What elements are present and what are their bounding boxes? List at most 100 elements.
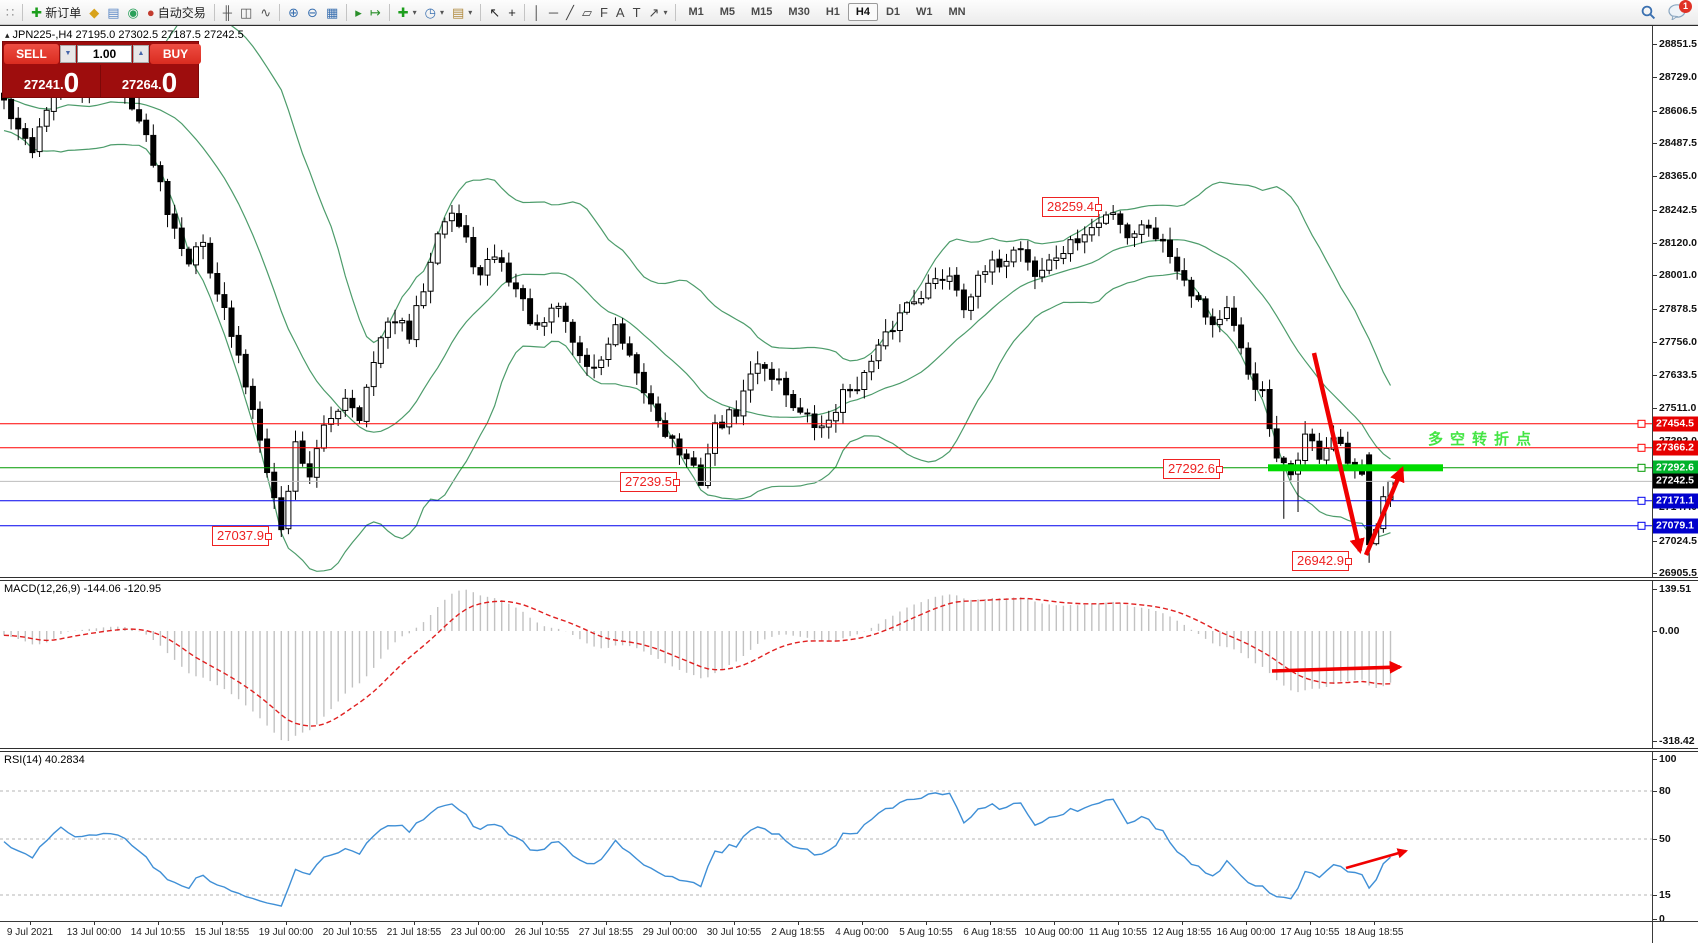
- time-axis-label: 27 Jul 18:55: [578, 927, 634, 938]
- volume-decrease-button[interactable]: ▼: [60, 45, 76, 63]
- ask-price: 27264. 0: [121, 67, 178, 98]
- text-icon[interactable]: A: [612, 3, 629, 22]
- macd-axis[interactable]: 139.51 0.00 -318.42: [1652, 581, 1698, 748]
- price-annotation-label[interactable]: 27239.5: [620, 472, 680, 492]
- zoom-out-icon[interactable]: ⊖: [303, 3, 322, 22]
- price-annotation-label[interactable]: 27292.6: [1163, 459, 1223, 479]
- time-axis-tick: [158, 922, 159, 925]
- time-axis[interactable]: 9 Jul 2021 13 Jul 00:00 14 Jul 10:55 15 Jul…: [0, 922, 1652, 943]
- rsi-indicator-pane[interactable]: RSI(14) 40.2834: [0, 752, 1652, 921]
- line-chart-icon[interactable]: ∿: [256, 3, 275, 22]
- tile-windows-icon: ▦: [325, 4, 339, 20]
- turning-point-note[interactable]: 多空转折点: [1428, 431, 1539, 448]
- axis-tick: [1653, 209, 1657, 211]
- cursor-icon[interactable]: ↖: [485, 3, 504, 22]
- auto-scroll-icon[interactable]: ▸: [351, 3, 366, 22]
- time-axis-label: 30 Jul 10:55: [706, 927, 762, 938]
- periods-button[interactable]: ◷ ▾: [421, 3, 448, 22]
- timeframe-d1-button[interactable]: D1: [885, 6, 901, 18]
- price-tick-label: 28729.0: [1659, 71, 1697, 84]
- buy-button[interactable]: BUY: [150, 44, 201, 64]
- price-level-badge: 27079.1: [1653, 518, 1698, 534]
- red-trend-arrow[interactable]: [1363, 466, 1405, 556]
- line-chart-icon: ∿: [260, 4, 272, 20]
- axis-tick: [1653, 242, 1657, 244]
- axis-tick: [1653, 839, 1657, 840]
- timeframe-toolbar: M1 M5 M15 M30 H1 H4 D1 W1 MN: [680, 3, 973, 21]
- vertical-line-icon[interactable]: │: [529, 3, 545, 22]
- timeframe-w1-button[interactable]: W1: [916, 6, 933, 18]
- crosshair-icon: +: [508, 4, 516, 20]
- time-axis-label: 6 Aug 18:55: [963, 927, 1017, 938]
- horizontal-line-icon: ─: [548, 4, 559, 20]
- market-watch-icon[interactable]: ◆: [85, 3, 103, 22]
- auto-scroll-icon: ▸: [355, 4, 362, 20]
- terminal-icon[interactable]: ▤: [103, 3, 123, 22]
- new-order-button[interactable]: ✚ 新订单: [27, 3, 85, 22]
- trendline-icon[interactable]: ╱: [562, 3, 578, 22]
- macd-canvas[interactable]: [0, 581, 1652, 748]
- crosshair-icon[interactable]: +: [504, 3, 520, 22]
- macd-red-arrow[interactable]: [1271, 660, 1403, 674]
- new-order-button-label: 新订单: [45, 5, 82, 20]
- search-icon: [1641, 5, 1656, 19]
- timeframe-mn-button[interactable]: MN: [948, 6, 966, 18]
- templates-button[interactable]: ▤ ▾: [448, 3, 476, 22]
- rsi-canvas[interactable]: [0, 752, 1652, 921]
- timeframe-m5-button[interactable]: M5: [719, 6, 736, 18]
- volume-increase-button[interactable]: ▲: [133, 45, 149, 63]
- search-button[interactable]: [1637, 3, 1660, 22]
- timeframe-m30-button[interactable]: M30: [788, 6, 810, 18]
- macd-tick-label: 0.00: [1659, 625, 1680, 637]
- macd-indicator-pane[interactable]: MACD(12,26,9) -144.06 -120.95: [0, 581, 1652, 748]
- rsi-red-arrow[interactable]: [1345, 848, 1409, 870]
- rsi-axis[interactable]: 100 80 50 15 0: [1652, 752, 1698, 921]
- price-axis[interactable]: 28851.5 28729.0 28606.5 28487.5 28365.0 28242…: [1652, 26, 1698, 577]
- time-axis-label: 19 Jul 00:00: [258, 927, 314, 938]
- symbol-ohlc-text: JPN225-,H4 27195.0 27302.5 27187.5 27242…: [12, 29, 244, 41]
- bar-chart-icon[interactable]: ╫: [219, 3, 236, 22]
- channel-icon[interactable]: ▱: [578, 3, 596, 22]
- time-axis-label: 17 Aug 10:55: [1280, 927, 1340, 938]
- zoom-in-icon: ⊕: [288, 4, 300, 20]
- green-support-bar[interactable]: [1268, 464, 1443, 472]
- chart-shift-icon[interactable]: ↦: [366, 3, 385, 22]
- price-chart-canvas[interactable]: [0, 26, 1652, 577]
- auto-trading-button[interactable]: ● 自动交易: [143, 3, 210, 22]
- symbol-header: ▴ JPN225-,H4 27195.0 27302.5 27187.5 2724…: [5, 29, 244, 41]
- collapse-indicator-icon[interactable]: ▴: [5, 30, 10, 40]
- text-label-icon[interactable]: T: [629, 3, 645, 22]
- time-axis-tick: [478, 922, 479, 925]
- volume-input[interactable]: 1.00: [77, 45, 132, 63]
- time-axis-label: 14 Jul 10:55: [130, 927, 186, 938]
- red-trend-arrow[interactable]: [1311, 352, 1365, 554]
- time-axis-tick: [30, 922, 31, 925]
- pane-splitter[interactable]: [0, 748, 1698, 752]
- tile-windows-icon[interactable]: ▦: [322, 3, 342, 22]
- chat-button[interactable]: 1: [1668, 0, 1692, 21]
- price-annotation-label[interactable]: 28259.4: [1042, 197, 1102, 217]
- candlestick-chart-icon[interactable]: ◫: [236, 3, 256, 22]
- signals-icon[interactable]: ◉: [124, 3, 143, 22]
- time-axis-tick: [1246, 922, 1247, 925]
- fibonacci-icon: F: [599, 4, 608, 20]
- timeframe-m15-button[interactable]: M15: [751, 6, 773, 18]
- templates-button-icon: ▤: [451, 4, 465, 20]
- dropdown-caret-icon: ▾: [663, 7, 668, 17]
- timeframe-h1-button[interactable]: H1: [825, 6, 840, 18]
- price-level-badge: 27292.6: [1653, 460, 1698, 476]
- price-annotation-label[interactable]: 26942.9: [1292, 551, 1352, 571]
- indicators-button[interactable]: ✚ ▾: [394, 3, 421, 22]
- price-chart-pane[interactable]: ▴ JPN225-,H4 27195.0 27302.5 27187.5 2724…: [0, 26, 1652, 577]
- main-toolbar: ∷ ✚ 新订单 ◆ ▤ ◉ ● 自动交易 ╫ ◫ ∿ ⊕ ⊖ ▦ ▸ ↦ ✚ ▾ ◷ ▾ ▤ ▾ ↖ + │ ─ ╱ ▱ F A T ↗ ▾ M…: [0, 0, 1698, 25]
- timeframe-m1-button[interactable]: M1: [688, 6, 704, 18]
- timeframe-h4-button[interactable]: H4: [847, 3, 878, 21]
- pane-splitter[interactable]: [0, 577, 1698, 581]
- sell-button[interactable]: SELL: [4, 44, 59, 64]
- arrows-icon[interactable]: ↗ ▾: [645, 3, 672, 22]
- zoom-in-icon[interactable]: ⊕: [284, 3, 303, 22]
- price-annotation-label[interactable]: 27037.9: [212, 526, 272, 546]
- horizontal-line-icon[interactable]: ─: [545, 3, 562, 22]
- fibonacci-icon[interactable]: F: [596, 3, 612, 22]
- time-axis-label: 15 Jul 18:55: [194, 927, 250, 938]
